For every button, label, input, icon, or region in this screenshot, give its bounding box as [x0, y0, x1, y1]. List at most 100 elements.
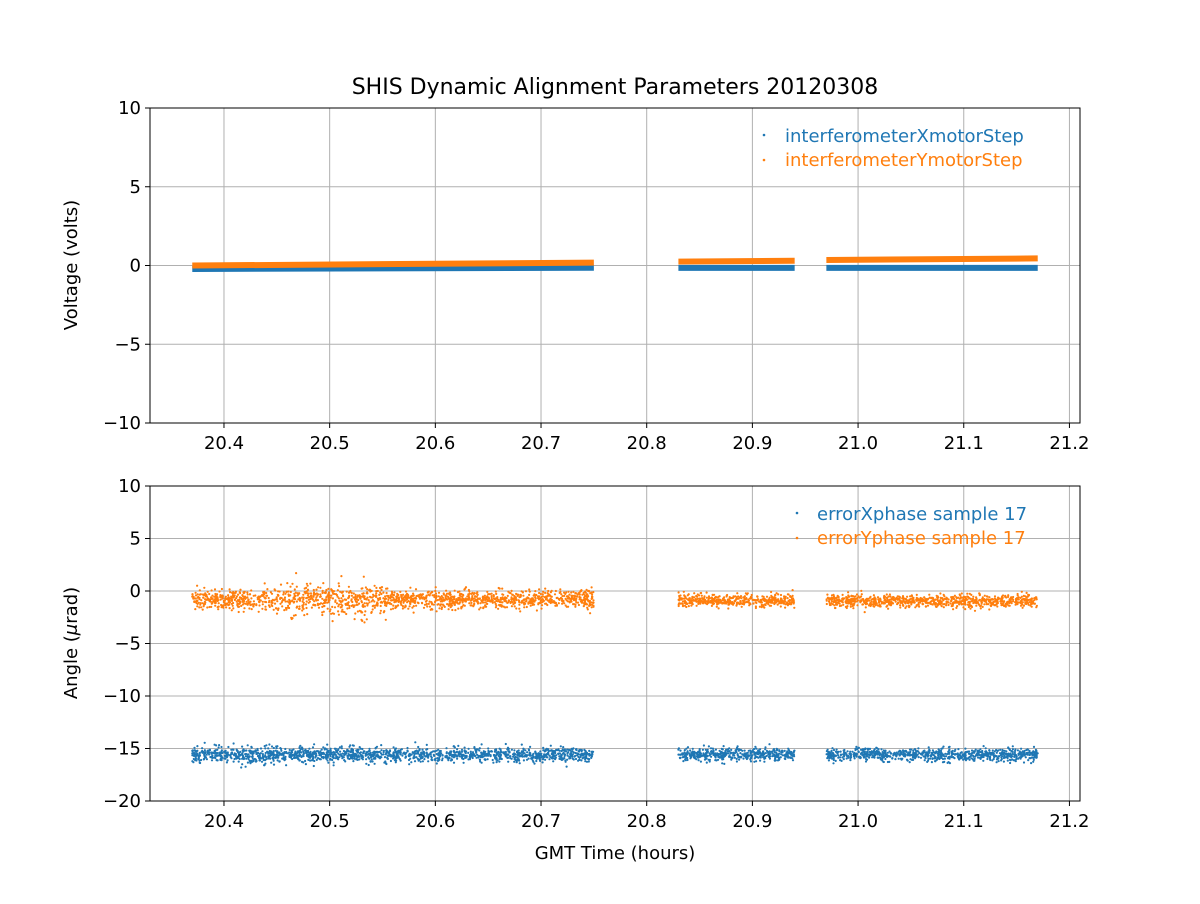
- data-point: [479, 747, 481, 749]
- data-point: [714, 755, 716, 757]
- data-point: [449, 757, 451, 759]
- data-point: [364, 610, 366, 612]
- data-point: [1025, 756, 1027, 758]
- data-point: [248, 607, 250, 609]
- data-point: [978, 750, 980, 752]
- data-point: [589, 612, 591, 614]
- data-point: [522, 602, 524, 604]
- data-point: [442, 604, 444, 606]
- data-point: [926, 761, 928, 763]
- data-point: [321, 614, 323, 616]
- data-point: [432, 594, 434, 596]
- data-point: [501, 598, 503, 600]
- data-point: [379, 587, 381, 589]
- data-point: [296, 755, 298, 757]
- data-point: [344, 751, 346, 753]
- data-point: [927, 756, 929, 758]
- data-point: [205, 594, 207, 596]
- data-point: [446, 593, 448, 595]
- data-point: [560, 593, 562, 595]
- data-point: [787, 604, 789, 606]
- data-point: [591, 595, 593, 597]
- data-point: [521, 600, 523, 602]
- data-point: [938, 751, 940, 753]
- data-point: [481, 743, 483, 745]
- data-point: [863, 755, 865, 757]
- data-point: [1007, 757, 1009, 759]
- data-point: [278, 752, 280, 754]
- data-point: [429, 594, 431, 596]
- data-point: [553, 600, 555, 602]
- data-point: [433, 596, 435, 598]
- data-point: [240, 766, 242, 768]
- data-point: [483, 755, 485, 757]
- data-point: [735, 749, 737, 751]
- data-point: [494, 597, 496, 599]
- data-point: [499, 748, 501, 750]
- data-point: [912, 759, 914, 761]
- data-point: [327, 596, 329, 598]
- data-point: [422, 760, 424, 762]
- data-point: [239, 589, 241, 591]
- data-point: [503, 606, 505, 608]
- data-point: [878, 750, 880, 752]
- data-point: [241, 598, 243, 600]
- data-point: [762, 604, 764, 606]
- data-point: [899, 750, 901, 752]
- data-point: [550, 591, 552, 593]
- data-point: [380, 752, 382, 754]
- data-point: [366, 602, 368, 604]
- data-point: [941, 753, 943, 755]
- data-point: [351, 592, 353, 594]
- data-point: [326, 602, 328, 604]
- data-point: [751, 594, 753, 596]
- data-point: [363, 621, 365, 623]
- data-point: [449, 594, 451, 596]
- data-point: [473, 746, 475, 748]
- data-point: [322, 592, 324, 594]
- data-point: [756, 596, 758, 598]
- data-point: [329, 755, 331, 757]
- data-point: [523, 599, 525, 601]
- data-point: [343, 756, 345, 758]
- data-point: [706, 757, 708, 759]
- data-point: [436, 753, 438, 755]
- data-point: [433, 754, 435, 756]
- data-point: [706, 752, 708, 754]
- data-point: [330, 749, 332, 751]
- data-point: [408, 763, 410, 765]
- data-point: [392, 757, 394, 759]
- data-point: [730, 601, 732, 603]
- data-point: [1005, 750, 1007, 752]
- data-point: [724, 750, 726, 752]
- data-point: [321, 749, 323, 751]
- data-point: [542, 761, 544, 763]
- data-point: [1020, 748, 1022, 750]
- data-point: [696, 753, 698, 755]
- data-point: [347, 757, 349, 759]
- data-point: [549, 756, 551, 758]
- data-point: [884, 758, 886, 760]
- data-point: [745, 592, 747, 594]
- data-point: [332, 620, 334, 622]
- data-point: [1012, 748, 1014, 750]
- data-point: [316, 750, 318, 752]
- data-point: [293, 597, 295, 599]
- data-point: [561, 595, 563, 597]
- data-point: [559, 588, 561, 590]
- data-point: [225, 606, 227, 608]
- data-point: [706, 597, 708, 599]
- data-point: [575, 748, 577, 750]
- data-point: [580, 754, 582, 756]
- data-point: [332, 755, 334, 757]
- data-point: [463, 762, 465, 764]
- data-point: [481, 753, 483, 755]
- data-point: [227, 599, 229, 601]
- data-point: [516, 756, 518, 758]
- data-point: [312, 746, 314, 748]
- data-point: [289, 586, 291, 588]
- data-point: [499, 605, 501, 607]
- data-point: [411, 599, 413, 601]
- data-point: [537, 603, 539, 605]
- data-point: [306, 754, 308, 756]
